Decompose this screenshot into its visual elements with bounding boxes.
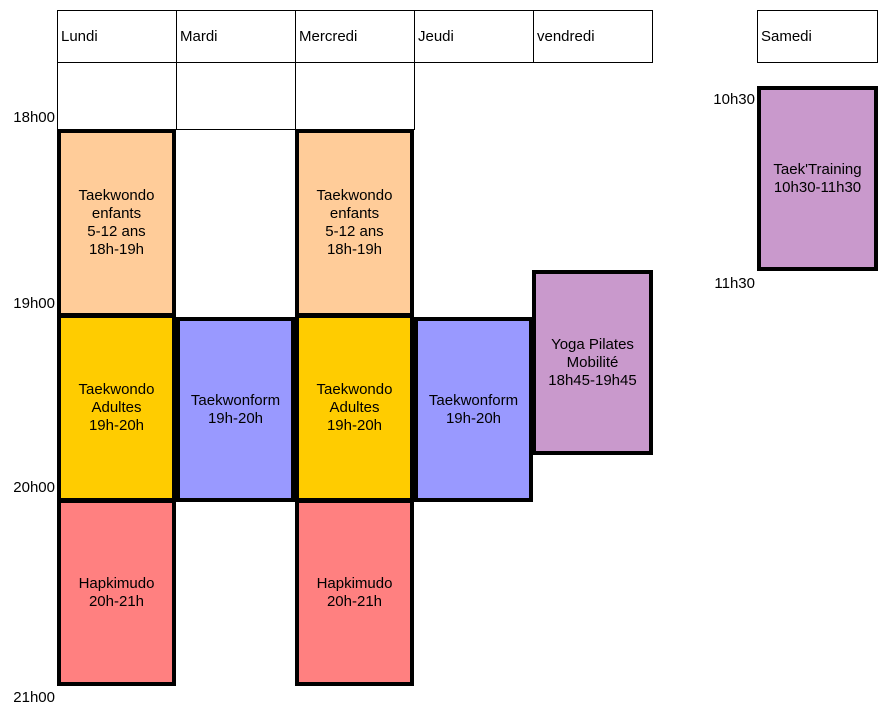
time-label-19h00: 19h00 — [13, 295, 55, 312]
grid-line-vertical-mardi — [176, 62, 177, 129]
day-header-mercredi: Mercredi — [295, 10, 415, 63]
time-label-18h00: 18h00 — [13, 109, 55, 126]
day-header-samedi: Samedi — [757, 10, 878, 63]
time-label-21h00: 21h00 — [13, 689, 55, 706]
event-lundi-taekwondo-enfants: Taekwondo enfants 5-12 ans 18h-19h — [57, 129, 176, 317]
grid-line-vertical-mercredi — [295, 62, 296, 129]
day-header-vendredi: vendredi — [533, 10, 653, 63]
event-lundi-hapkimudo: Hapkimudo 20h-21h — [57, 499, 176, 686]
event-lundi-taekwondo-adultes: Taekwondo Adultes 19h-20h — [57, 314, 176, 502]
event-mercredi-hapkimudo: Hapkimudo 20h-21h — [295, 499, 414, 686]
event-samedi-taek-training: Taek'Training 10h30-11h30 — [757, 86, 878, 271]
event-mercredi-taekwondo-adultes: Taekwondo Adultes 19h-20h — [295, 314, 414, 502]
time-label-20h00: 20h00 — [13, 479, 55, 496]
event-mercredi-taekwondo-enfants: Taekwondo enfants 5-12 ans 18h-19h — [295, 129, 414, 317]
day-header-jeudi: Jeudi — [414, 10, 534, 63]
time-label-11h30: 11h30 — [714, 275, 755, 292]
event-vendredi-yoga-pilates: Yoga Pilates Mobilité 18h45-19h45 — [532, 270, 653, 455]
grid-line-18h00 — [57, 129, 415, 130]
grid-line-vertical-jeudi — [414, 62, 415, 129]
day-header-lundi: Lundi — [57, 10, 177, 63]
event-jeudi-taekwonform: Taekwonform 19h-20h — [414, 317, 533, 502]
grid-line-vertical-lundi — [57, 62, 58, 129]
time-label-10h30: 10h30 — [713, 91, 755, 108]
event-mardi-taekwonform: Taekwonform 19h-20h — [176, 317, 295, 502]
day-header-mardi: Mardi — [176, 10, 296, 63]
